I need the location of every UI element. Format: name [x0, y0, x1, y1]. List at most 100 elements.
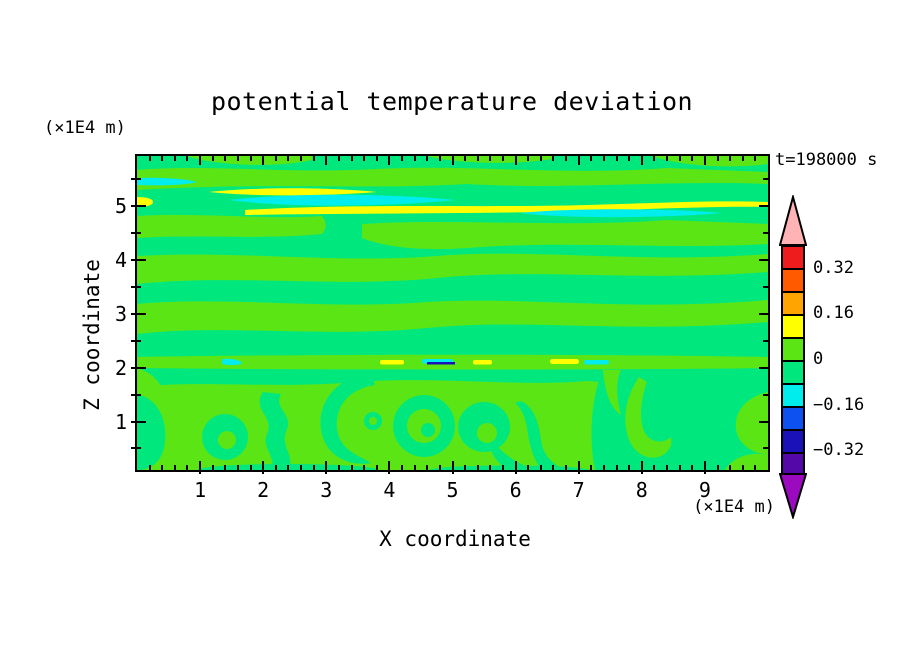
x-axis-minor-tick-top — [211, 156, 214, 161]
z-axis-tick-label: 1 — [114, 409, 127, 434]
x-axis-minor-tick-bottom — [211, 465, 214, 470]
colorbar-label: −0.16 — [813, 394, 865, 415]
x-axis-minor-tick-top — [186, 156, 189, 161]
x-axis-minor-tick-top — [754, 156, 757, 161]
x-axis-minor-tick-bottom — [628, 465, 631, 470]
z-axis-minor-tick-left — [131, 232, 141, 235]
x-axis-major-tick-bottom — [703, 461, 706, 474]
x-axis-minor-tick-bottom — [161, 465, 164, 470]
z-axis-tick-label: 3 — [114, 301, 127, 326]
colorbar-segment — [783, 247, 803, 270]
z-axis-minor-tick-right — [763, 339, 768, 342]
x-axis-tick-label: 9 — [698, 478, 711, 502]
x-axis-minor-tick-bottom — [741, 465, 744, 470]
x-axis-minor-tick-bottom — [148, 465, 151, 470]
x-axis-minor-tick-bottom — [590, 465, 593, 470]
x-axis-major-tick-top — [325, 156, 328, 165]
x-axis-minor-tick-bottom — [438, 465, 441, 470]
x-axis-minor-tick-top — [148, 156, 151, 161]
x-axis-minor-tick-bottom — [552, 465, 555, 470]
z-axis-major-tick-left — [131, 312, 146, 315]
x-axis-minor-tick-bottom — [501, 465, 504, 470]
x-axis-minor-tick-bottom — [312, 465, 315, 470]
colorbar-segment — [783, 454, 803, 475]
x-axis-minor-tick-bottom — [337, 465, 340, 470]
x-axis-minor-tick-bottom — [527, 465, 530, 470]
z-axis-major-tick-right — [759, 205, 768, 208]
x-axis-minor-tick-bottom — [224, 465, 227, 470]
x-axis-minor-tick-top — [476, 156, 479, 161]
colorbar — [781, 245, 805, 477]
x-axis-tick-label: 3 — [320, 478, 333, 502]
colorbar-segment — [783, 339, 803, 362]
x-axis-minor-tick-top — [678, 156, 681, 161]
colorbar-label: −0.32 — [813, 440, 865, 461]
x-axis-minor-tick-bottom — [287, 465, 290, 470]
x-axis-minor-tick-top — [501, 156, 504, 161]
z-axis-label: Z coordinate — [80, 259, 104, 411]
x-axis-minor-tick-top — [590, 156, 593, 161]
x-axis-major-tick-top — [577, 156, 580, 165]
z-axis-major-tick-left — [131, 258, 146, 261]
x-axis-minor-tick-top — [615, 156, 618, 161]
x-axis-minor-tick-bottom — [539, 465, 542, 470]
x-axis-minor-tick-top — [375, 156, 378, 161]
x-axis-minor-tick-top — [489, 156, 492, 161]
x-axis-major-tick-top — [199, 156, 202, 165]
x-axis-minor-tick-bottom — [363, 465, 366, 470]
z-axis-major-tick-right — [759, 312, 768, 315]
colorbar-segment — [783, 270, 803, 293]
x-axis-major-tick-bottom — [325, 461, 328, 474]
x-axis-tick-label: 1 — [194, 478, 207, 502]
z-axis-minor-tick-left — [131, 339, 141, 342]
x-axis-major-tick-bottom — [514, 461, 517, 474]
x-axis-minor-tick-top — [464, 156, 467, 161]
z-axis-unit-label: (×1E4 m) — [44, 118, 126, 138]
x-axis-tick-label: 4 — [383, 478, 396, 502]
x-axis-minor-tick-top — [173, 156, 176, 161]
x-axis-minor-tick-bottom — [426, 465, 429, 470]
x-axis-minor-tick-top — [274, 156, 277, 161]
x-axis-minor-tick-bottom — [754, 465, 757, 470]
z-axis-major-tick-right — [759, 366, 768, 369]
x-axis-minor-tick-bottom — [464, 465, 467, 470]
colorbar-segment — [783, 316, 803, 339]
x-axis-minor-tick-top — [300, 156, 303, 161]
z-axis-minor-tick-right — [763, 178, 768, 181]
z-axis-minor-tick-right — [763, 285, 768, 288]
x-axis-minor-tick-top — [161, 156, 164, 161]
z-axis-minor-tick-left — [131, 447, 141, 450]
time-annotation: t=198000 s — [775, 150, 878, 170]
contour-field — [137, 156, 768, 470]
x-axis-tick-label: 8 — [635, 478, 648, 502]
colorbar-segment — [783, 408, 803, 431]
colorbar-label: 0 — [813, 349, 824, 369]
x-axis-minor-tick-bottom — [274, 465, 277, 470]
x-axis-minor-tick-top — [729, 156, 732, 161]
x-axis-tick-label: 7 — [572, 478, 585, 502]
x-axis-minor-tick-bottom — [413, 465, 416, 470]
x-axis-minor-tick-bottom — [678, 465, 681, 470]
z-axis-minor-tick-left — [131, 393, 141, 396]
x-axis-minor-tick-bottom — [173, 465, 176, 470]
x-axis-minor-tick-bottom — [186, 465, 189, 470]
x-axis-minor-tick-bottom — [489, 465, 492, 470]
x-axis-minor-tick-top — [565, 156, 568, 161]
z-axis-major-tick-left — [131, 205, 146, 208]
z-axis-tick-label: 5 — [114, 194, 127, 219]
x-axis-minor-tick-bottom — [476, 465, 479, 470]
z-axis-major-tick-right — [759, 258, 768, 261]
colorbar-label: 0.16 — [813, 303, 854, 324]
x-axis-minor-tick-top — [653, 156, 656, 161]
x-axis-minor-tick-top — [539, 156, 542, 161]
z-axis-minor-tick-right — [763, 232, 768, 235]
x-axis-minor-tick-top — [716, 156, 719, 161]
x-axis-minor-tick-bottom — [729, 465, 732, 470]
x-axis-major-tick-top — [640, 156, 643, 165]
x-axis-major-tick-bottom — [262, 461, 265, 474]
x-axis-minor-tick-top — [602, 156, 605, 161]
x-axis-minor-tick-bottom — [691, 465, 694, 470]
x-axis-minor-tick-bottom — [666, 465, 669, 470]
x-axis-major-tick-bottom — [577, 461, 580, 474]
x-axis-minor-tick-bottom — [401, 465, 404, 470]
